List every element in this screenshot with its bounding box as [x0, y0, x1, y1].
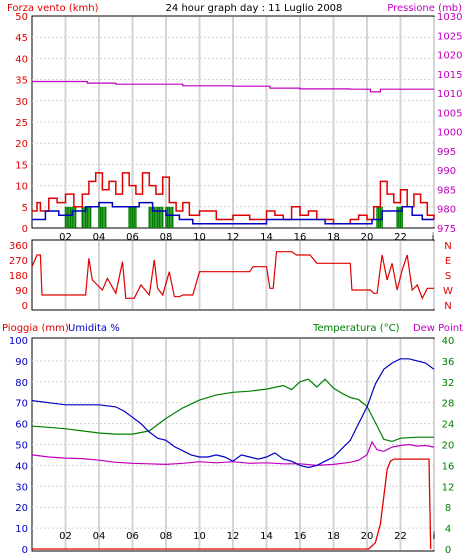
x-tick-label: 08 — [160, 232, 173, 243]
x-tick-label: 02 — [59, 531, 72, 542]
graph-title: 24 hour graph day : 11 Luglio 2008 — [166, 3, 343, 14]
humidity-tick-label: 10 — [15, 524, 28, 535]
wind-tick-label: 10 — [15, 182, 28, 193]
pressure-axis-title: Pressione (mb) — [387, 3, 462, 14]
pressure-tick-label: 1030 — [437, 12, 462, 23]
temperature-tick-label: 28 — [442, 399, 455, 410]
x-tick-label: 06 — [126, 232, 139, 243]
x-tick-label: 02 — [59, 232, 72, 243]
direction-tick-label: 360 — [9, 241, 28, 252]
humidity-tick-label: 30 — [15, 482, 28, 493]
humidity-tick-label: 60 — [15, 420, 28, 431]
wind-average-series — [32, 201, 434, 225]
x-tick-label: 14 — [260, 232, 273, 243]
x-tick-label: 18 — [327, 232, 340, 243]
x-tick-label: 10 — [193, 531, 206, 542]
pressure-tick-label: 1005 — [437, 108, 462, 119]
pressure-tick-label: 990 — [437, 166, 456, 177]
wind-tick-label: 20 — [15, 139, 28, 150]
pressure-tick-label: 1020 — [437, 51, 462, 62]
pressure-tick-label: 1025 — [437, 31, 462, 42]
compass-tick-label: N — [444, 241, 451, 252]
x-tick-label: 20 — [361, 531, 374, 542]
wind-tick-label: 45 — [15, 33, 28, 44]
pressure-tick-label: 995 — [437, 147, 456, 158]
x-tick-label: 20 — [361, 232, 374, 243]
humidity-tick-label: 100 — [9, 336, 28, 347]
x-tick-label: 04 — [93, 531, 106, 542]
temperature-series — [31, 378, 434, 443]
temperature-tick-label: 36 — [442, 357, 455, 368]
temperature-tick-label: 16 — [442, 461, 455, 472]
temperature-tick-label: 24 — [442, 420, 455, 431]
pressure-tick-label: 1010 — [437, 89, 462, 100]
humidity-tick-label: 40 — [15, 461, 28, 472]
temperature-tick-label: 0 — [445, 545, 451, 556]
dewpoint-series — [31, 440, 435, 467]
wind-tick-label: 25 — [15, 118, 28, 129]
wind-gust-series — [32, 172, 435, 225]
temperature-axis-title: Temperatura (°C) — [312, 323, 400, 334]
wind-tick-label: 0 — [22, 224, 28, 235]
pressure-tick-label: 975 — [437, 224, 456, 235]
humidity-tick-label: 20 — [15, 503, 28, 514]
wind-tick-label: 30 — [15, 97, 28, 108]
wind-pressure-panel: 0510152025303540455097598098599099510001… — [15, 12, 462, 243]
x-tick-label: 22 — [394, 232, 407, 243]
temperature-tick-label: 32 — [442, 378, 455, 389]
x-tick-label: 12 — [227, 531, 240, 542]
wind-direction-series — [31, 251, 434, 300]
x-tick-label: 18 — [327, 531, 340, 542]
temp-humidity-panel: 0102030405060708090100048121620242832364… — [9, 336, 454, 556]
compass-tick-label: S — [445, 271, 451, 282]
x-tick-label: 12 — [227, 232, 240, 243]
pressure-tick-label: 980 — [437, 205, 456, 216]
x-tick-label: i — [432, 232, 435, 243]
rain-axis-title: Pioggia (mm) — [2, 323, 69, 334]
humidity-tick-label: 90 — [15, 357, 28, 368]
humidity-series — [31, 358, 435, 469]
x-tick-label: 16 — [294, 232, 307, 243]
temperature-tick-label: 4 — [445, 524, 451, 535]
x-tick-label: 04 — [93, 232, 106, 243]
pressure-tick-label: 1015 — [437, 70, 462, 81]
direction-tick-label: 180 — [9, 271, 28, 282]
compass-tick-label: N — [444, 301, 451, 312]
x-tick-label: 10 — [193, 232, 206, 243]
x-tick-label: 16 — [294, 531, 307, 542]
x-tick-label: 06 — [126, 531, 139, 542]
rain-series — [32, 458, 432, 550]
temperature-tick-label: 40 — [442, 336, 455, 347]
direction-tick-label: 270 — [9, 256, 28, 267]
humidity-tick-label: 70 — [15, 399, 28, 410]
wind-tick-label: 50 — [15, 12, 28, 23]
compass-tick-label: E — [445, 256, 451, 267]
x-tick-label: i — [433, 531, 436, 542]
direction-tick-label: 90 — [15, 286, 28, 297]
humidity-axis-title: Umidita % — [68, 323, 120, 334]
humidity-tick-label: 80 — [15, 378, 28, 389]
humidity-tick-label: 50 — [15, 441, 28, 452]
pressure-tick-label: 1000 — [437, 128, 462, 139]
temperature-tick-label: 12 — [442, 482, 455, 493]
compass-tick-label: W — [443, 286, 453, 297]
dewpoint-axis-title: Dew Point — [413, 323, 463, 334]
temperature-tick-label: 20 — [442, 441, 455, 452]
wind-tick-label: 5 — [22, 203, 28, 214]
x-tick-label: 08 — [160, 531, 173, 542]
wind-tick-label: 35 — [15, 76, 28, 87]
pressure-series — [32, 80, 434, 93]
temperature-tick-label: 8 — [445, 503, 451, 514]
x-tick-label: 14 — [260, 531, 273, 542]
wind-tick-label: 15 — [15, 160, 28, 171]
wind-tick-label: 40 — [15, 54, 28, 65]
humidity-tick-label: 0 — [22, 545, 28, 556]
direction-tick-label: 0 — [22, 301, 28, 312]
wind-axis-title: Forza vento (kmh) — [7, 3, 99, 14]
pressure-tick-label: 985 — [437, 185, 456, 196]
x-tick-label: 22 — [394, 531, 407, 542]
